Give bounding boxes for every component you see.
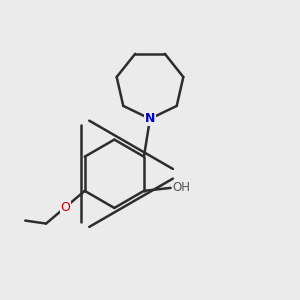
Text: N: N [145,112,155,125]
Text: OH: OH [172,182,190,194]
Text: O: O [61,201,70,214]
